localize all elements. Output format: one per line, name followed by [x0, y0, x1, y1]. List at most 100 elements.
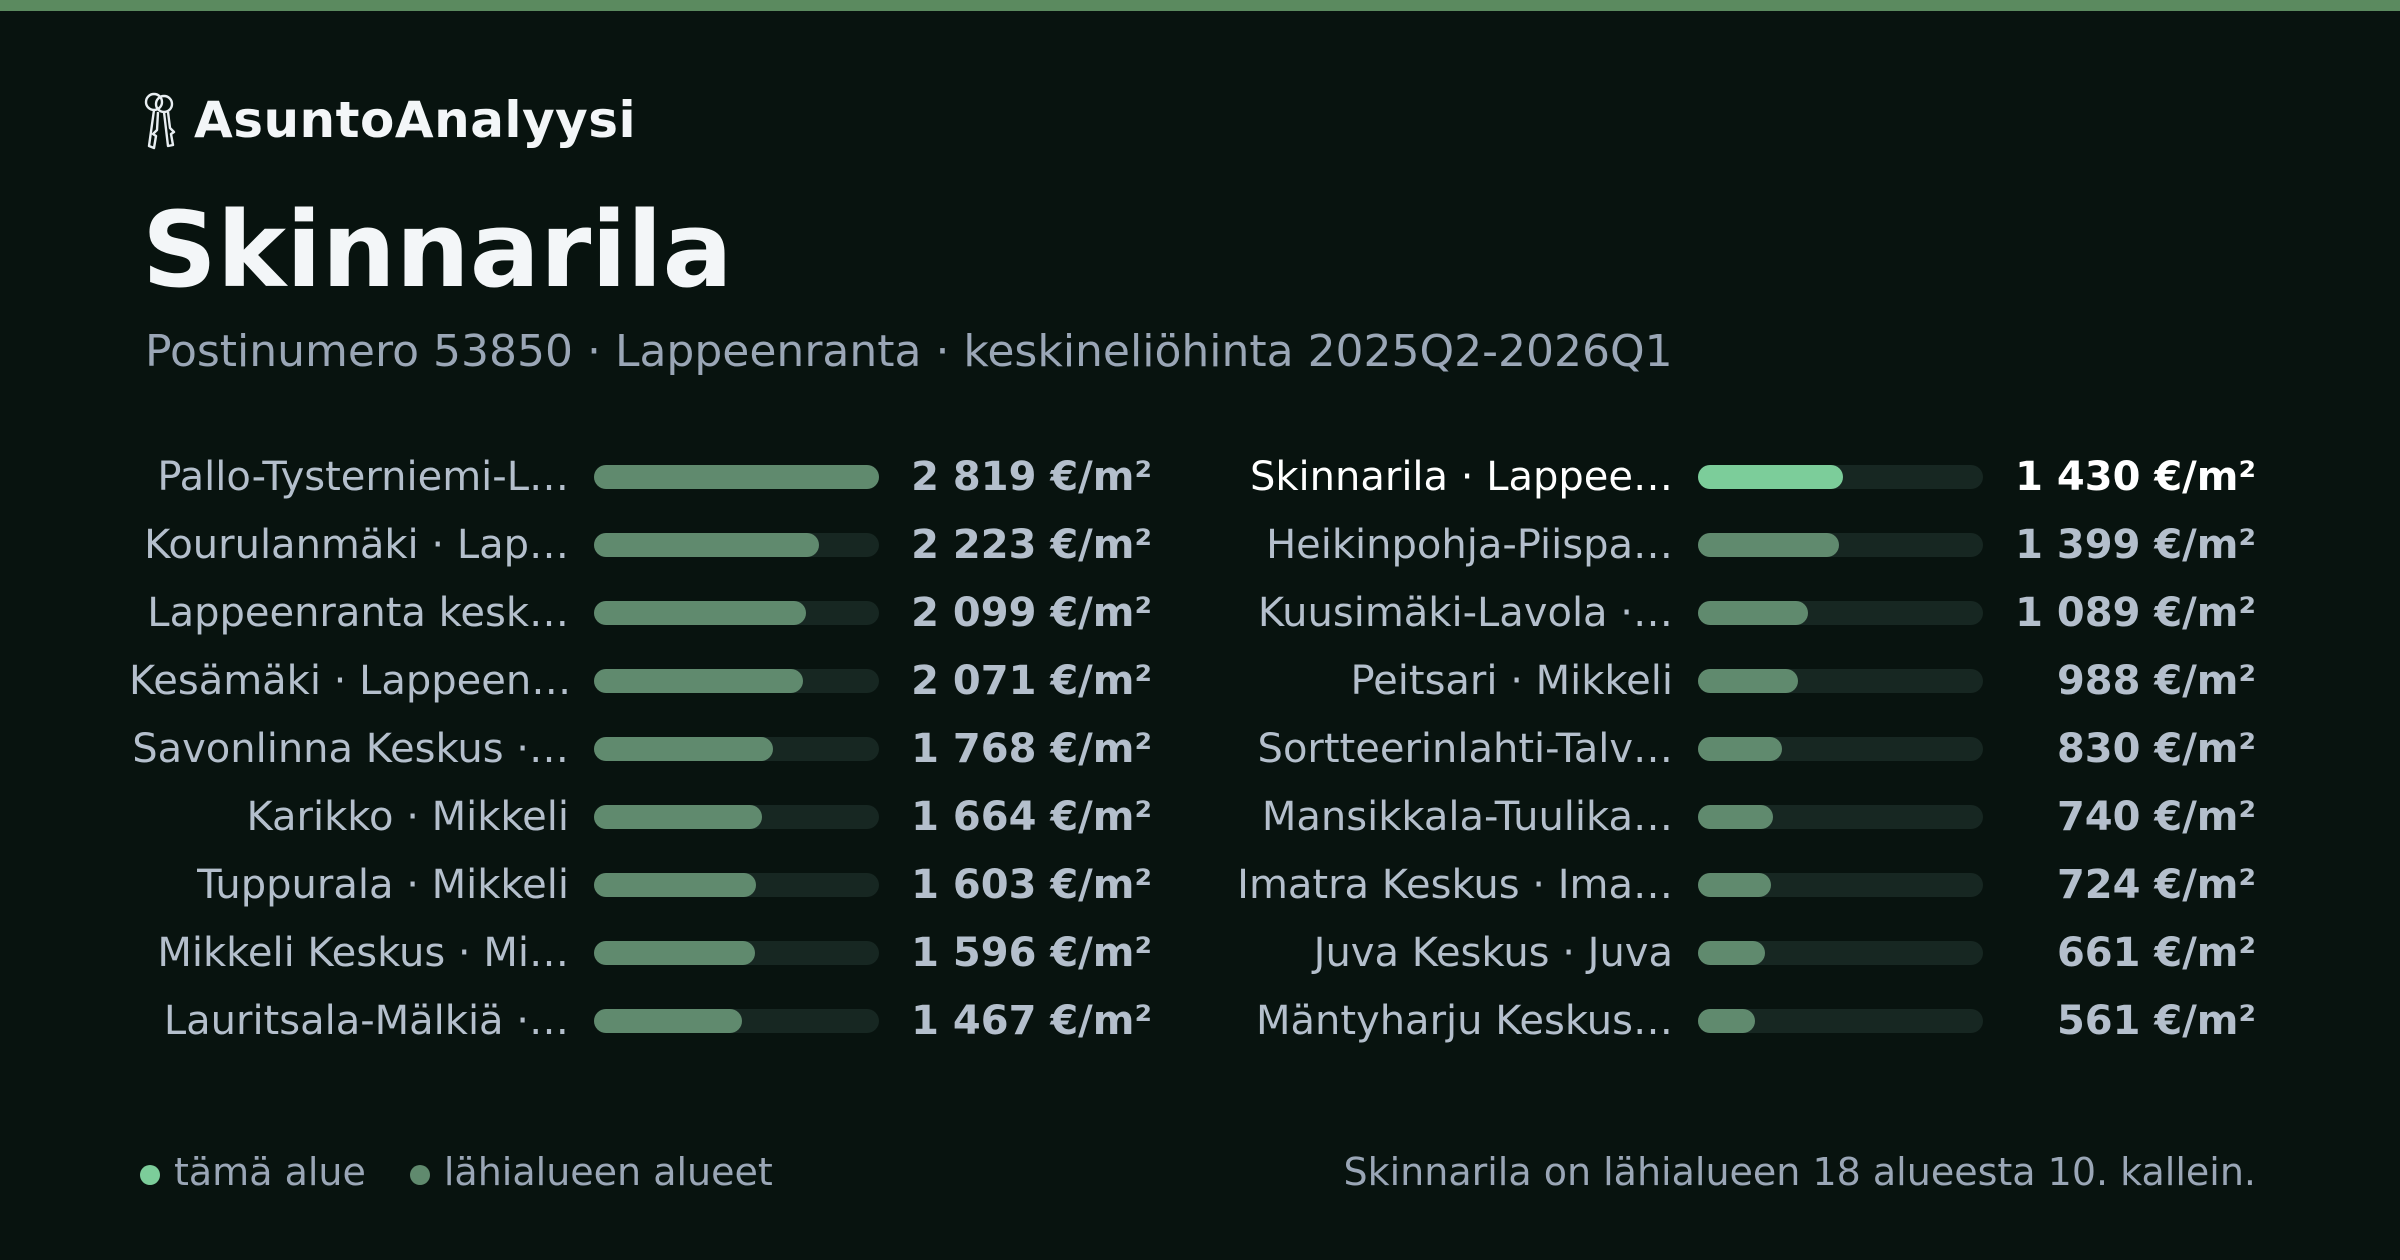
bar-value-label: 1 399 €/m²: [2015, 522, 2256, 568]
bar-row: Pallo-Tysterniemi-L… 2 819 €/m²: [140, 447, 1152, 507]
bar-label: Heikinpohja-Piispa…: [1266, 522, 1673, 568]
bar: [594, 873, 757, 897]
bar: [1698, 941, 1765, 965]
bar: [594, 465, 879, 489]
bar-value-label: 740 €/m²: [2056, 794, 2256, 840]
bar-label: Mikkeli Keskus · Mi…: [157, 930, 569, 976]
bar-row: Juva Keskus · Juva 661 €/m²: [1244, 923, 2256, 983]
bar: [594, 737, 773, 761]
bar-row: Lauritsala-Mälkiä ·… 1 467 €/m²: [140, 991, 1152, 1051]
bar-track: [594, 465, 879, 489]
bar-label: Pallo-Tysterniemi-L…: [157, 454, 569, 500]
bar-row: Peitsari · Mikkeli 988 €/m²: [1244, 651, 2256, 711]
bar-track: [594, 873, 879, 897]
bar-row: Mikkeli Keskus · Mi… 1 596 €/m²: [140, 923, 1152, 983]
keys-icon: [144, 92, 176, 150]
bar-track: [1698, 873, 1983, 897]
bar: [1698, 669, 1798, 693]
bar-label: Skinnarila · Lappee…: [1249, 454, 1673, 500]
bar-label: Peitsari · Mikkeli: [1350, 658, 1673, 704]
bar-row: Tuppurala · Mikkeli 1 603 €/m²: [140, 855, 1152, 915]
legend-dot-neighbor-areas: [409, 1165, 430, 1185]
bar-row: Lappeenranta kesk… 2 099 €/m²: [140, 583, 1152, 643]
bar-track: [594, 805, 879, 829]
bar-label: Sortteerinlahti-Talv…: [1257, 726, 1673, 772]
bar: [594, 601, 807, 625]
bar-value-label: 2 819 €/m²: [911, 454, 1152, 500]
bar: [594, 669, 804, 693]
bar-track: [594, 737, 879, 761]
bar: [594, 941, 756, 965]
bar: [594, 533, 819, 557]
bar: [1698, 465, 1843, 489]
chart-legend: tämä alue lähialueen alueet: [140, 1150, 817, 1194]
bar-value-label: 830 €/m²: [2056, 726, 2256, 772]
bar-value-label: 1 664 €/m²: [911, 794, 1152, 840]
bar-value-label: 1 430 €/m²: [2015, 454, 2256, 500]
bar: [594, 1009, 743, 1033]
bar-label: Tuppurala · Mikkeli: [197, 862, 569, 908]
legend-item-this-area: tämä alue: [140, 1150, 366, 1194]
bar-value-label: 988 €/m²: [2056, 658, 2256, 704]
bar-label: Kuusimäki-Lavola ·…: [1257, 590, 1673, 636]
bar-track: [1698, 601, 1983, 625]
bar-track: [594, 1009, 879, 1033]
bar-label: Savonlinna Keskus ·…: [132, 726, 569, 772]
bar-track: [1698, 669, 1983, 693]
bar: [594, 805, 763, 829]
bar-value-label: 1 467 €/m²: [911, 998, 1152, 1044]
bar-value-label: 2 099 €/m²: [911, 590, 1152, 636]
bar-row: Kourulanmäki · Lap… 2 223 €/m²: [140, 515, 1152, 575]
bar-row: Mäntyharju Keskus… 561 €/m²: [1244, 991, 2256, 1051]
legend-label-this-area: tämä alue: [174, 1150, 366, 1194]
bar: [1698, 533, 1840, 557]
bar: [1698, 873, 1772, 897]
page-subtitle: Postinumero 53850 · Lappeenranta · keski…: [145, 326, 1673, 377]
bar-track: [594, 941, 879, 965]
bar-label: Lappeenranta kesk…: [147, 590, 569, 636]
legend-dot-this-area: [140, 1165, 160, 1185]
page-title: Skinnarila: [142, 189, 733, 311]
bar-row: Karikko · Mikkeli 1 664 €/m²: [140, 787, 1152, 847]
bar-row: Skinnarila · Lappee… 1 430 €/m²: [1244, 447, 2256, 507]
bar-row: Kesämäki · Lappeen… 2 071 €/m²: [129, 651, 1152, 711]
bar-value-label: 2 071 €/m²: [911, 658, 1152, 704]
bar-value-label: 2 223 €/m²: [911, 522, 1152, 568]
bar-value-label: 1 603 €/m²: [911, 862, 1152, 908]
bar-track: [594, 533, 879, 557]
bar-value-label: 724 €/m²: [2056, 862, 2256, 908]
bar-value-label: 661 €/m²: [2056, 930, 2256, 976]
bar-track: [1698, 533, 1983, 557]
legend-label-neighbor-areas: lähialueen alueet: [443, 1150, 773, 1194]
brand-name: AsuntoAnalyysi: [194, 91, 637, 149]
bar-label: Mansikkala-Tuulika…: [1261, 794, 1673, 840]
bar-value-label: 1 089 €/m²: [2015, 590, 2256, 636]
bar-track: [594, 669, 879, 693]
bar-value-label: 1 596 €/m²: [911, 930, 1152, 976]
bar-label: Karikko · Mikkeli: [246, 794, 569, 840]
legend-item-neighbor-areas: lähialueen alueet: [409, 1150, 773, 1194]
bar-value-label: 1 768 €/m²: [911, 726, 1152, 772]
bar-row: Kuusimäki-Lavola ·… 1 089 €/m²: [1244, 583, 2256, 643]
bar-track: [1698, 465, 1983, 489]
bar-track: [1698, 941, 1983, 965]
bar: [1698, 805, 1773, 829]
bar-row: Mansikkala-Tuulika… 740 €/m²: [1244, 787, 2256, 847]
brand: AsuntoAnalyysi: [140, 90, 636, 150]
bar-row: Heikinpohja-Piispa… 1 399 €/m²: [1244, 515, 2256, 575]
bar-label: Juva Keskus · Juva: [1313, 930, 1673, 976]
bar-label: Kourulanmäki · Lap…: [144, 522, 569, 568]
bar: [1698, 1009, 1755, 1033]
bar-label: Imatra Keskus · Ima…: [1237, 862, 1673, 908]
bar-label: Kesämäki · Lappeen…: [129, 658, 569, 704]
bar-row: Imatra Keskus · Ima… 724 €/m²: [1237, 855, 2256, 915]
bar-track: [1698, 1009, 1983, 1033]
bar: [1698, 601, 1809, 625]
bar-value-label: 561 €/m²: [2056, 998, 2256, 1044]
bar: [1698, 737, 1782, 761]
bar-row: Savonlinna Keskus ·… 1 768 €/m²: [132, 719, 1152, 779]
bar-track: [1698, 737, 1983, 761]
top-accent-stripe: [0, 0, 2400, 11]
bar-label: Lauritsala-Mälkiä ·…: [163, 998, 569, 1044]
bar-track: [1698, 805, 1983, 829]
